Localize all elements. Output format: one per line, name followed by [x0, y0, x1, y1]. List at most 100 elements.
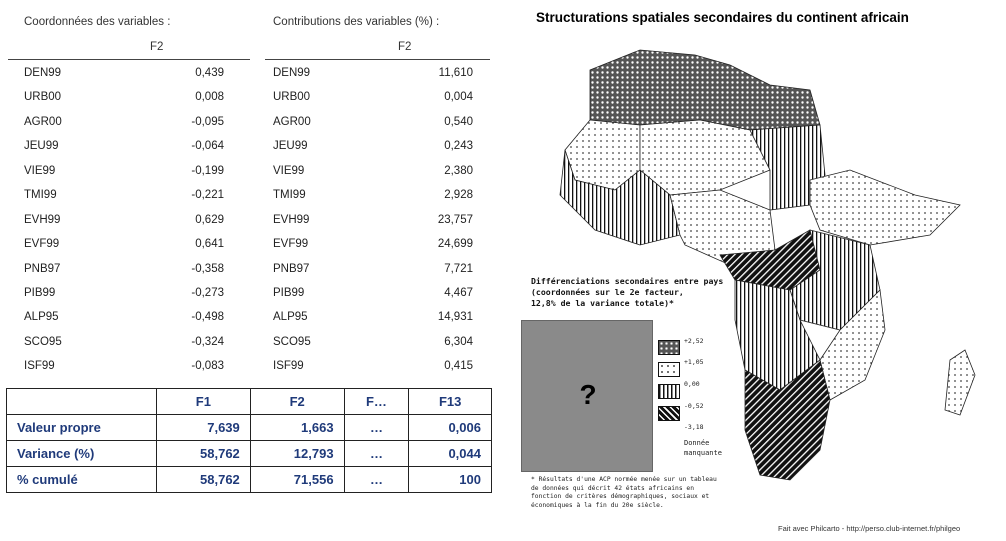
variable-label: EVF99 — [24, 238, 60, 251]
variable-label: ALP95 — [273, 311, 308, 324]
variable-row: PIB99 4,467 — [273, 282, 473, 306]
eigen-cell: … — [343, 440, 410, 467]
eigen-row-cumule: % cumulé 58,762 71,556 … 100 — [6, 466, 492, 493]
variable-value: -0,083 — [191, 360, 224, 373]
variable-value: 0,439 — [195, 67, 224, 79]
variable-row: PNB97 7,721 — [273, 258, 473, 282]
variable-row: EVF99 24,699 — [273, 233, 473, 257]
variable-row: URB00 0,004 — [273, 86, 473, 110]
region-maghreb — [589, 49, 821, 131]
variable-value: 0,415 — [444, 360, 473, 373]
variable-value: 0,540 — [444, 115, 473, 128]
variable-label: TMI99 — [24, 189, 57, 202]
variable-value: 0,004 — [444, 91, 473, 104]
variable-label: EVF99 — [273, 238, 309, 251]
variable-row: AGR00 -0,095 — [24, 111, 224, 135]
variable-value: 14,931 — [437, 311, 473, 324]
eigen-row-valeur-propre: Valeur propre 7,639 1,663 … 0,006 — [6, 414, 492, 441]
coords-column-header: F2 — [150, 41, 164, 53]
variable-label: TMI99 — [273, 189, 306, 202]
eigen-cell: 1,663 — [249, 414, 345, 441]
variable-row: DEN99 11,610 — [273, 62, 473, 86]
eigen-header-f1: F1 — [156, 388, 251, 415]
eigen-cell: … — [343, 414, 410, 441]
variable-value: 4,467 — [444, 286, 473, 299]
question-mark: ? — [579, 379, 597, 410]
variable-row: SCO95 6,304 — [273, 331, 473, 355]
variable-label: PNB97 — [24, 262, 61, 275]
variable-value: 2,380 — [444, 164, 473, 177]
variable-value: -0,324 — [191, 335, 224, 348]
variable-row: SCO95 -0,324 — [24, 331, 224, 355]
eigen-row-label: Valeur propre — [6, 414, 157, 441]
contribs-column-header: F2 — [398, 41, 412, 53]
variable-value: 0,629 — [195, 213, 224, 226]
legend-tick: -3,18 — [684, 423, 704, 431]
eigen-header-f2: F2 — [249, 388, 345, 415]
variable-label: PIB99 — [24, 286, 56, 299]
variable-label: DEN99 — [273, 67, 311, 79]
variable-row: AGR00 0,540 — [273, 111, 473, 135]
eigen-corner-cell — [6, 388, 157, 415]
variable-row: JEU99 0,243 — [273, 135, 473, 159]
variable-row: TMI99 2,928 — [273, 184, 473, 208]
variable-row: JEU99 -0,064 — [24, 135, 224, 159]
variable-label: PNB97 — [273, 262, 310, 275]
map-title: Structurations spatiales secondaires du … — [536, 10, 909, 25]
region-great-lakes — [789, 229, 881, 331]
variable-row: ALP95 14,931 — [273, 306, 473, 330]
variable-value: -0,498 — [191, 311, 224, 324]
variable-row: ISF99 -0,083 — [24, 355, 224, 379]
variable-value: -0,064 — [191, 140, 224, 153]
variable-label: JEU99 — [24, 140, 59, 153]
variable-value: 6,304 — [444, 335, 473, 348]
eigen-header-fdots: F… — [343, 388, 410, 415]
legend-swatch-vertical — [658, 384, 680, 399]
variable-label: PIB99 — [273, 286, 305, 299]
variable-label: SCO95 — [273, 335, 311, 348]
eigen-cell: … — [343, 466, 410, 493]
variable-label: ISF99 — [273, 360, 304, 373]
legend-title: Différenciations secondaires entre pays … — [531, 276, 724, 308]
coords-header-rule — [8, 59, 250, 60]
legend-missing-label: Donnée manquante — [684, 439, 722, 457]
region-horn — [809, 169, 961, 246]
variable-label: EVH99 — [273, 213, 310, 226]
missing-data-box: ? — [521, 320, 653, 472]
variable-label: DEN99 — [24, 67, 62, 79]
eigen-header-f13: F13 — [408, 388, 492, 415]
variable-value: 0,008 — [195, 91, 224, 104]
variable-label: VIE99 — [24, 164, 56, 177]
eigen-cell: 0,006 — [408, 414, 492, 441]
variable-label: ALP95 — [24, 311, 59, 324]
variable-row: EVH99 23,757 — [273, 209, 473, 233]
variable-row: PNB97 -0,358 — [24, 258, 224, 282]
variable-value: -0,095 — [191, 115, 224, 128]
variable-value: -0,221 — [191, 189, 224, 202]
variable-label: JEU99 — [273, 140, 308, 153]
eigen-row-variance: Variance (%) 58,762 12,793 … 0,044 — [6, 440, 492, 467]
eigen-header-row: F1 F2 F… F13 — [6, 388, 492, 415]
eigen-cell: 7,639 — [156, 414, 251, 441]
contribs-rows: DEN99 11,610 URB00 0,004 AGR00 0,540 JEU99 0,24… — [273, 62, 473, 380]
region-madagascar — [944, 349, 976, 416]
variable-value: 0,243 — [444, 140, 473, 153]
variable-label: URB00 — [24, 91, 62, 104]
eigen-cell: 12,793 — [249, 440, 345, 467]
variable-label: SCO95 — [24, 335, 62, 348]
variable-label: AGR00 — [24, 115, 62, 128]
africa-map — [559, 49, 976, 481]
variable-value: 23,757 — [437, 213, 473, 226]
region-southern-africa — [744, 359, 831, 481]
coords-title: Coordonnées des variables : — [24, 16, 171, 28]
eigen-cell: 58,762 — [156, 440, 251, 467]
variable-row: ISF99 0,415 — [273, 355, 473, 379]
variable-row: EVF99 0,641 — [24, 233, 224, 257]
eigen-row-label: Variance (%) — [6, 440, 157, 467]
variable-value: -0,358 — [191, 262, 224, 275]
eigen-cell: 71,556 — [249, 466, 345, 493]
variable-label: URB00 — [273, 91, 311, 104]
variable-row: VIE99 -0,199 — [24, 160, 224, 184]
variable-row: URB00 0,008 — [24, 86, 224, 110]
variable-row: DEN99 0,439 — [24, 62, 224, 86]
